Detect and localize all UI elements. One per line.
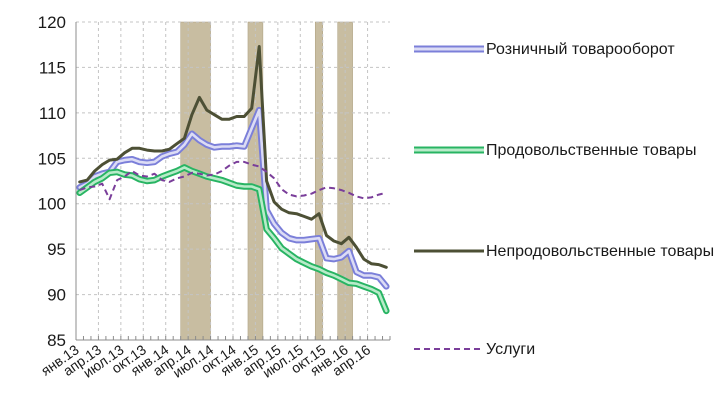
legend: Розничный товарооборот Продовольственные… (412, 0, 718, 411)
legend-item-food: Продовольственные товары (412, 139, 696, 162)
series-lines (76, 45, 390, 315)
line-chart: 85 90 95 100 105 110 115 120 янв.13апр.13июл.13… (38, 13, 391, 381)
legend-item-retail: Розничный товарооборот (412, 38, 675, 61)
y-tick-label: 120 (38, 13, 66, 32)
series-line-2 (78, 45, 388, 269)
shaded-period-0 (180, 21, 211, 341)
axes (75, 22, 391, 341)
series-line-0-inner (78, 108, 388, 288)
y-tick-label: 115 (39, 58, 66, 77)
legend-swatch-services (412, 338, 486, 360)
legend-item-services: Услуги (412, 338, 535, 361)
y-tick-label: 100 (38, 195, 66, 214)
y-tick-label: 95 (47, 240, 66, 259)
shaded-period-2 (314, 21, 323, 341)
gridlines (75, 21, 390, 340)
legend-swatch-nonfood (412, 240, 486, 262)
y-tick-labels: 85 90 95 100 105 110 115 120 (38, 13, 66, 350)
legend-label-services: Услуги (486, 341, 536, 358)
y-tick-label: 110 (39, 104, 66, 123)
legend-label-food: Продовольственные товары (486, 142, 697, 159)
y-tick-label: 105 (38, 149, 66, 168)
x-tick-labels: янв.13апр.13июл.13окт.13янв.14апр.14июл.… (38, 341, 373, 380)
legend-label-retail: Розничный товарооборот (486, 41, 675, 58)
legend-swatch-retail (412, 38, 486, 60)
y-tick-label: 90 (47, 286, 66, 305)
legend-label-nonfood: Непродовольственные товары (486, 243, 715, 260)
legend-swatch-food (412, 139, 486, 161)
y-tick-label: 85 (47, 331, 66, 350)
series-line-1-inner (78, 166, 388, 313)
legend-item-nonfood: Непродовольственные товары (412, 240, 714, 263)
